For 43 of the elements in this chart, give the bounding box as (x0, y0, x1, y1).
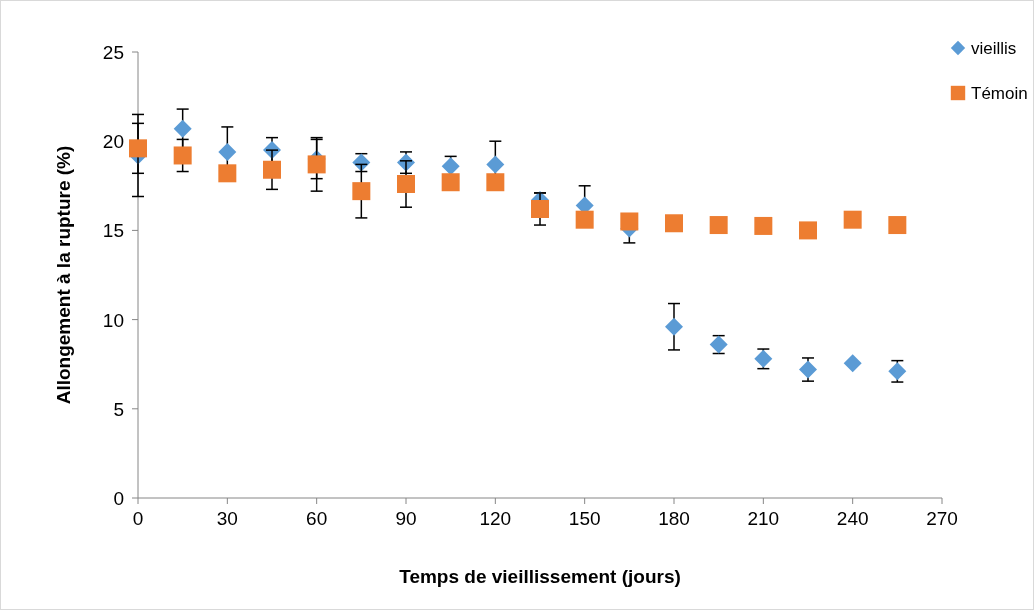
point (486, 155, 505, 174)
point (486, 173, 505, 192)
x-tick-label: 240 (836, 508, 869, 529)
x-tick-label: 270 (926, 508, 958, 529)
x-tick-label: 180 (658, 508, 690, 529)
x-tick-label: 0 (132, 508, 144, 529)
y-tick-label: 15 (102, 220, 124, 242)
point (575, 210, 594, 229)
point (531, 199, 549, 218)
point (843, 210, 862, 229)
x-tick-label: 210 (747, 508, 780, 529)
point (173, 119, 192, 138)
point (397, 175, 415, 194)
x-axis-title: Temps de vieillissement (jours) (399, 566, 681, 587)
x-tick-label: 150 (568, 508, 601, 529)
point (129, 139, 147, 158)
y-axis-title: Allongement à la rupture (%) (53, 145, 74, 405)
point (665, 317, 683, 336)
point (620, 212, 639, 231)
x-tick-label: 120 (479, 508, 512, 529)
point (218, 142, 237, 161)
point (754, 216, 773, 235)
point (173, 146, 192, 165)
point (352, 182, 371, 201)
x-tick-label: 30 (216, 508, 238, 529)
point (307, 155, 326, 174)
point (218, 164, 237, 183)
x-tick-label: 60 (306, 508, 328, 529)
legend-label: vieillis (971, 39, 1017, 58)
y-tick-label: 10 (102, 309, 124, 331)
y-tick-label: 25 (102, 42, 124, 63)
y-tick-label: 5 (113, 398, 124, 420)
y-tick-label: 20 (102, 131, 124, 153)
point (799, 221, 817, 240)
legend-label: Témoin (971, 84, 1028, 103)
x-tick-label: 90 (395, 508, 417, 529)
point (441, 173, 460, 192)
point (665, 214, 683, 233)
point (888, 216, 907, 235)
point (843, 354, 862, 373)
point (263, 160, 281, 179)
point (709, 216, 728, 235)
y-tick-label: 0 (113, 488, 124, 509)
